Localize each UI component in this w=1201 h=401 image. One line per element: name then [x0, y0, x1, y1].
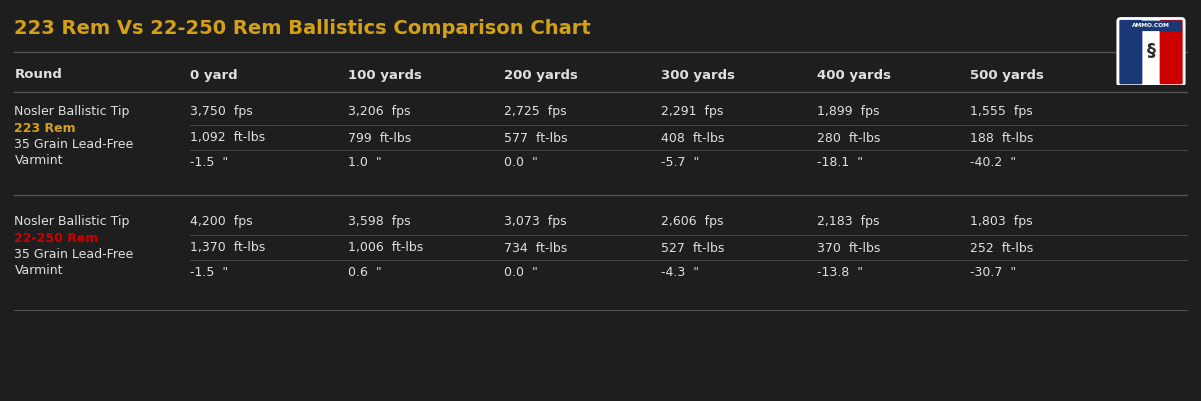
Text: 2,725  fps: 2,725 fps [504, 105, 567, 119]
Text: -1.5  ": -1.5 " [190, 267, 228, 279]
Text: 35 Grain Lead-Free: 35 Grain Lead-Free [14, 249, 133, 261]
Text: 2,291  fps: 2,291 fps [661, 105, 723, 119]
Text: -4.3  ": -4.3 " [661, 267, 699, 279]
Text: 4,200  fps: 4,200 fps [190, 215, 252, 229]
Text: 223 Rem Vs 22-250 Rem Ballistics Comparison Chart: 223 Rem Vs 22-250 Rem Ballistics Compari… [14, 18, 591, 38]
FancyBboxPatch shape [1160, 20, 1183, 84]
Text: 799  ft-lbs: 799 ft-lbs [348, 132, 412, 144]
Text: Varmint: Varmint [14, 265, 62, 277]
Text: 370  ft-lbs: 370 ft-lbs [817, 241, 880, 255]
Text: 3,206  fps: 3,206 fps [348, 105, 411, 119]
Text: -5.7  ": -5.7 " [661, 156, 699, 170]
Text: 1,803  fps: 1,803 fps [970, 215, 1033, 229]
Text: 577  ft-lbs: 577 ft-lbs [504, 132, 568, 144]
Text: 408  ft-lbs: 408 ft-lbs [661, 132, 724, 144]
Text: 1,006  ft-lbs: 1,006 ft-lbs [348, 241, 424, 255]
Text: -30.7  ": -30.7 " [970, 267, 1017, 279]
Text: Varmint: Varmint [14, 154, 62, 168]
Text: 35 Grain Lead-Free: 35 Grain Lead-Free [14, 138, 133, 152]
Text: 527  ft-lbs: 527 ft-lbs [661, 241, 724, 255]
Text: 0.0  ": 0.0 " [504, 267, 538, 279]
FancyBboxPatch shape [1119, 20, 1142, 84]
Text: 200 yards: 200 yards [504, 69, 579, 81]
Text: Nosler Ballistic Tip: Nosler Ballistic Tip [14, 105, 130, 119]
Text: 2,183  fps: 2,183 fps [817, 215, 879, 229]
Text: §: § [1147, 43, 1155, 61]
Text: ★: ★ [1146, 72, 1157, 81]
Text: 3,598  fps: 3,598 fps [348, 215, 411, 229]
Text: 100 yards: 100 yards [348, 69, 423, 81]
Text: -13.8  ": -13.8 " [817, 267, 862, 279]
Text: 0 yard: 0 yard [190, 69, 238, 81]
Text: 22-250 Rem: 22-250 Rem [14, 231, 98, 245]
Text: 223 Rem: 223 Rem [14, 122, 76, 134]
Text: 1,370  ft-lbs: 1,370 ft-lbs [190, 241, 265, 255]
Text: Round: Round [14, 69, 62, 81]
Text: 0.6  ": 0.6 " [348, 267, 382, 279]
Text: 1,555  fps: 1,555 fps [970, 105, 1033, 119]
Text: 0.0  ": 0.0 " [504, 156, 538, 170]
Text: 400 yards: 400 yards [817, 69, 891, 81]
Text: -18.1  ": -18.1 " [817, 156, 862, 170]
Text: 1,092  ft-lbs: 1,092 ft-lbs [190, 132, 265, 144]
Text: -40.2  ": -40.2 " [970, 156, 1016, 170]
Text: 3,750  fps: 3,750 fps [190, 105, 252, 119]
Text: 188  ft-lbs: 188 ft-lbs [970, 132, 1034, 144]
FancyBboxPatch shape [1121, 20, 1182, 31]
Text: AMMO.COM: AMMO.COM [1133, 22, 1170, 28]
Text: 734  ft-lbs: 734 ft-lbs [504, 241, 568, 255]
FancyBboxPatch shape [1117, 17, 1185, 87]
Text: -1.5  ": -1.5 " [190, 156, 228, 170]
Text: 252  ft-lbs: 252 ft-lbs [970, 241, 1034, 255]
Text: 1.0  ": 1.0 " [348, 156, 382, 170]
Text: 1,899  fps: 1,899 fps [817, 105, 879, 119]
Text: Nosler Ballistic Tip: Nosler Ballistic Tip [14, 215, 130, 229]
Text: 300 yards: 300 yards [661, 69, 735, 81]
Text: 3,073  fps: 3,073 fps [504, 215, 567, 229]
Text: 500 yards: 500 yards [970, 69, 1045, 81]
Text: 2,606  fps: 2,606 fps [661, 215, 723, 229]
Text: 280  ft-lbs: 280 ft-lbs [817, 132, 880, 144]
